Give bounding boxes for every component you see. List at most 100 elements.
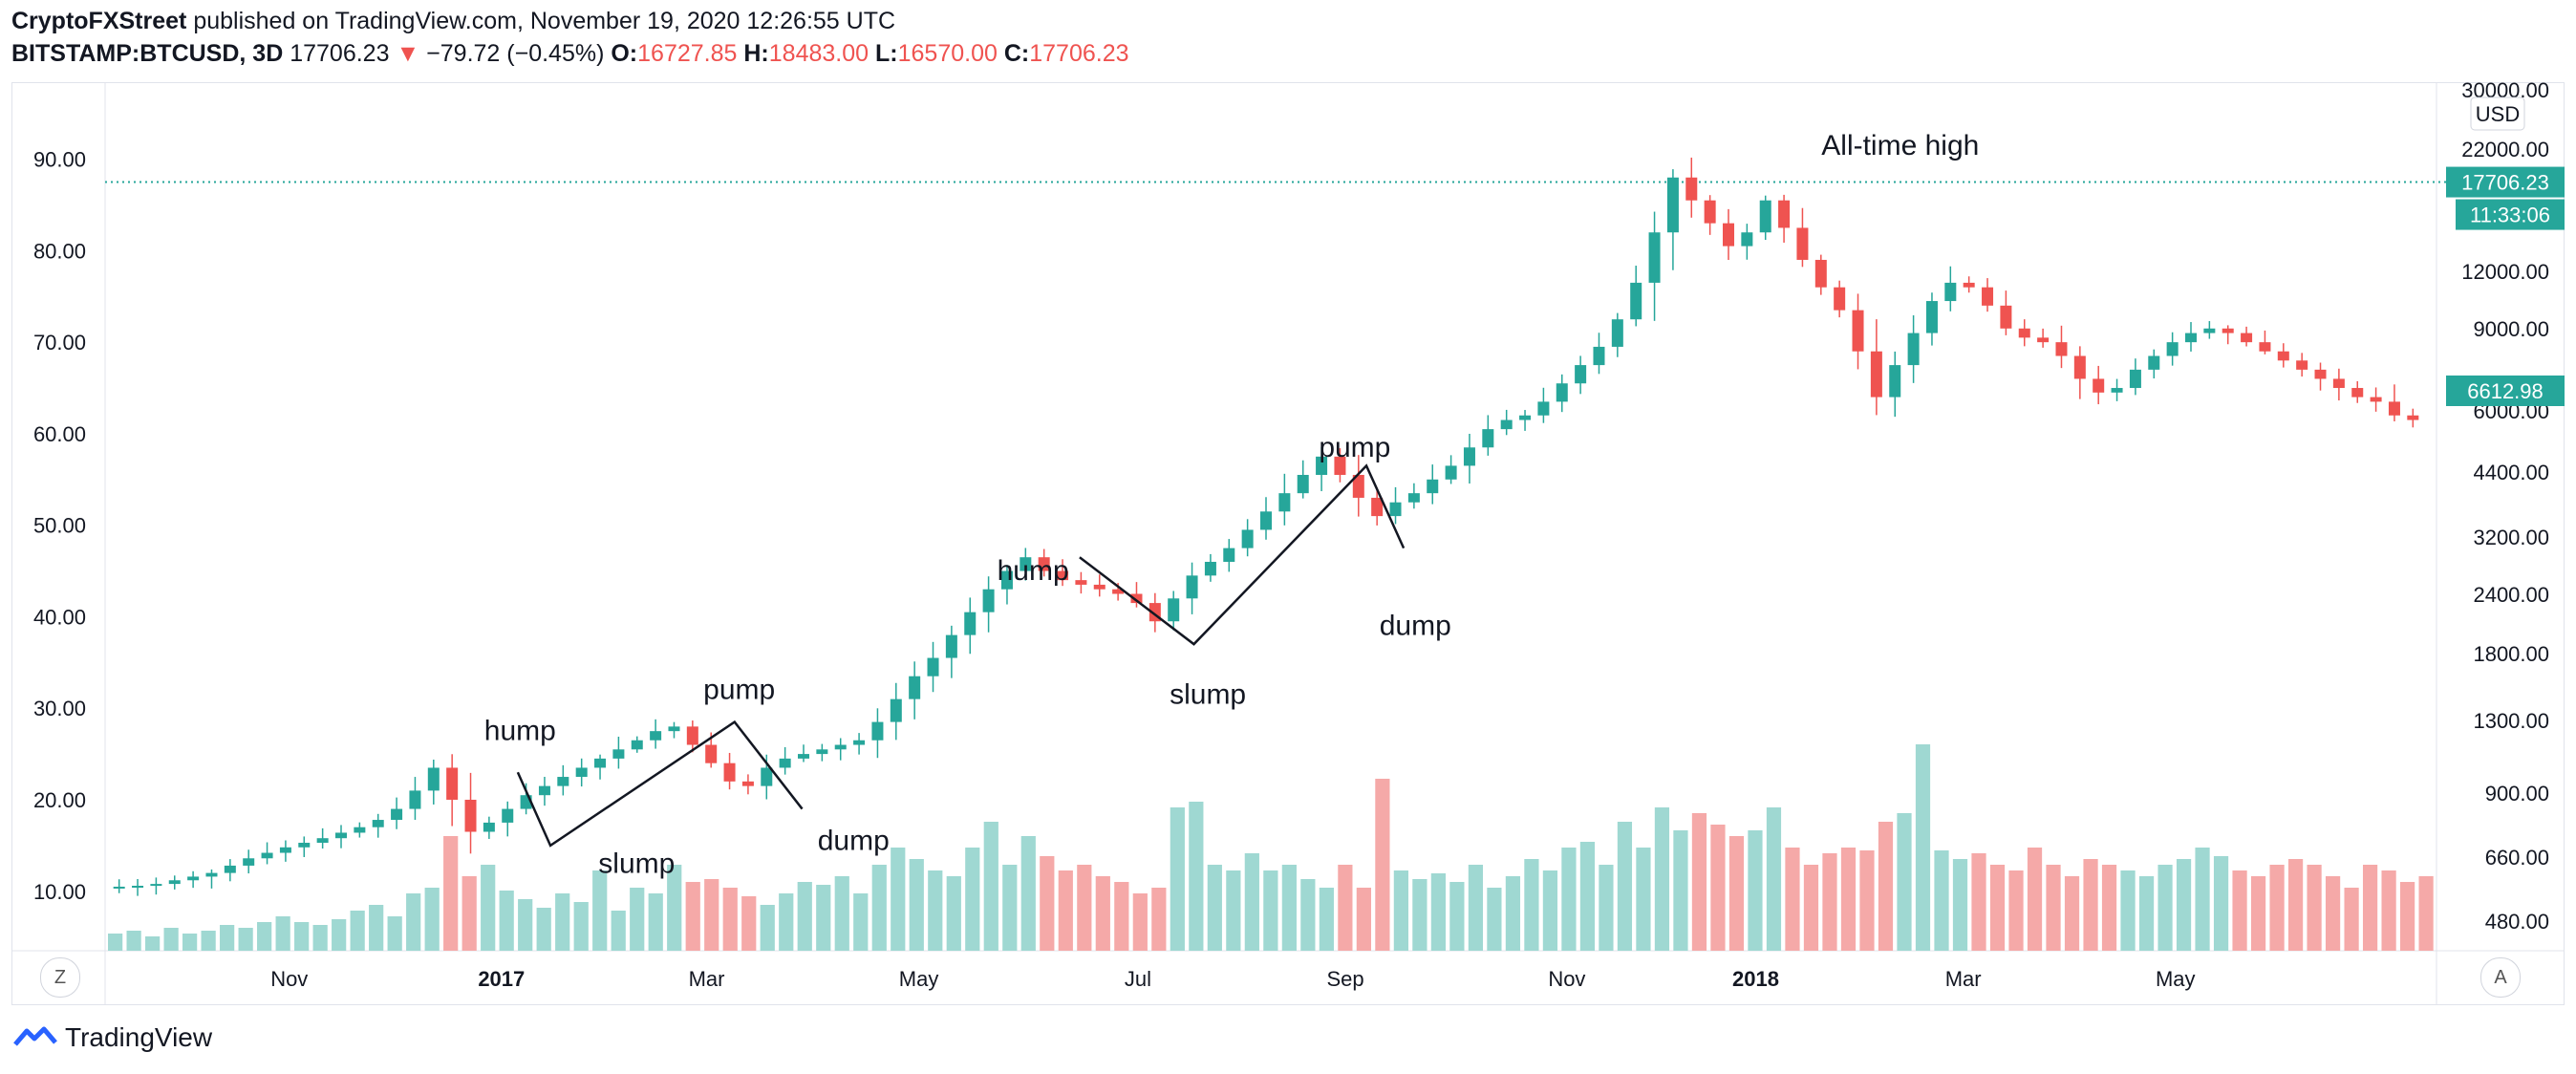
candle-body xyxy=(113,886,125,889)
volume-bar xyxy=(2064,876,2080,951)
candle-body xyxy=(1722,223,1735,247)
volume-bar xyxy=(1058,870,1073,951)
volume-bar xyxy=(1952,859,1968,951)
volume-bar xyxy=(2269,865,2285,951)
candle-body xyxy=(761,767,773,786)
volume-bar xyxy=(312,925,328,951)
volume-bar xyxy=(1356,888,1371,951)
candle-body xyxy=(391,808,403,821)
volume-bar xyxy=(1319,888,1334,951)
candle-body xyxy=(1168,598,1180,622)
candle-body xyxy=(557,777,569,786)
volume-bar xyxy=(1971,853,1986,951)
candle-body xyxy=(316,838,329,843)
trend-line xyxy=(516,720,804,848)
volume-bar xyxy=(1189,802,1204,951)
candle-body xyxy=(2148,355,2160,370)
candle-body xyxy=(2203,328,2216,333)
tradingview-logo[interactable]: TradingView xyxy=(13,1022,212,1053)
right-axis-tick: 9000.00 xyxy=(2473,317,2549,341)
candle-body xyxy=(834,744,847,750)
volume-bar xyxy=(1077,865,1092,951)
volume-bar xyxy=(1897,813,1912,951)
time-axis: Nov 2017 Mar May Jul Sep Nov 2018 Mar May xyxy=(270,967,2195,991)
candle-body xyxy=(1500,419,1513,430)
open-value: 16727.85 xyxy=(637,40,738,67)
volume-bar xyxy=(108,934,123,951)
volume-bar xyxy=(1561,848,1577,951)
candle-body xyxy=(538,785,550,796)
volume-bar xyxy=(1803,865,1819,951)
right-axis-tick: 12000.00 xyxy=(2461,260,2549,284)
volume-bar xyxy=(1002,865,1018,951)
volume-bar xyxy=(834,876,849,951)
candle-body xyxy=(945,634,957,658)
volume-bar xyxy=(1393,870,1408,951)
right-axis-tick: 660.00 xyxy=(2485,846,2549,870)
candle-body xyxy=(723,763,736,782)
candle-body xyxy=(1611,319,1623,347)
auto-scale-button[interactable]: Z xyxy=(40,957,80,998)
volume-bar xyxy=(1728,836,1745,951)
volume-bar xyxy=(275,916,290,951)
time-axis-tick: May xyxy=(899,967,939,991)
candle-body xyxy=(2055,342,2068,356)
left-axis: 90.00 80.00 70.00 60.00 50.00 40.00 30.00 20.00… xyxy=(33,148,86,904)
volume-bar xyxy=(2101,865,2117,951)
volume-bar xyxy=(1766,807,1782,951)
left-axis-tick: 90.00 xyxy=(33,148,86,172)
volume-bar xyxy=(182,934,198,951)
right-axis-tick: 900.00 xyxy=(2485,782,2549,806)
time-axis-tick: Mar xyxy=(1945,967,1982,991)
candle-body xyxy=(1537,401,1550,416)
volume-bar xyxy=(2176,859,2192,951)
annotation-label: pump xyxy=(703,675,775,706)
candle-body xyxy=(1371,497,1384,517)
right-axis-tick: 3200.00 xyxy=(2473,526,2549,549)
candle-body xyxy=(243,858,255,866)
candle-body xyxy=(1814,259,1827,288)
candle-body xyxy=(1038,557,1050,571)
volume-bar xyxy=(592,870,608,951)
candle-body xyxy=(1759,200,1771,233)
candle-body xyxy=(2222,328,2234,333)
auto-button[interactable]: A xyxy=(2480,957,2521,998)
volume-bar xyxy=(1989,865,2006,951)
volume-bar xyxy=(126,931,141,951)
volume-bar xyxy=(294,922,310,951)
volume-bar xyxy=(1487,888,1502,951)
candle-body xyxy=(1630,282,1642,320)
volume-bar xyxy=(1505,876,1521,951)
candle-body xyxy=(150,884,162,887)
volume-bar xyxy=(1691,813,1707,951)
chart-frame xyxy=(11,82,2565,1005)
left-axis-tick: 20.00 xyxy=(33,788,86,812)
volume-bar xyxy=(1300,879,1316,951)
volume-bar xyxy=(2344,888,2359,951)
candle-body xyxy=(1482,429,1494,448)
left-axis-tick: 50.00 xyxy=(33,514,86,538)
volume-bar xyxy=(2157,865,2173,951)
candle-body xyxy=(871,721,884,741)
volume-bar xyxy=(779,893,794,951)
candle-body xyxy=(1407,493,1420,503)
volume-bar xyxy=(722,888,738,951)
candle-body xyxy=(816,749,828,755)
volume-bar xyxy=(2362,865,2378,951)
volume-bar xyxy=(1934,850,1949,951)
author-name[interactable]: CryptoFXStreet xyxy=(11,8,187,34)
candle-body xyxy=(1020,557,1032,571)
candle-body xyxy=(2370,397,2382,402)
candle-body xyxy=(2111,388,2123,393)
time-axis-tick: Nov xyxy=(270,967,308,991)
volume-bar xyxy=(1840,848,1857,951)
candle-body xyxy=(1186,575,1198,599)
high-value: 18483.00 xyxy=(768,40,869,67)
left-axis-tick: 10.00 xyxy=(33,880,86,904)
volume-bar xyxy=(387,916,402,951)
symbol-label[interactable]: BITSTAMP:BTCUSD, 3D xyxy=(11,40,284,67)
candle-body xyxy=(1870,351,1882,397)
tradingview-logo-icon xyxy=(13,1026,57,1046)
annotations: hump slump pump dump hump slump pump dump All-ti… xyxy=(484,130,1980,880)
